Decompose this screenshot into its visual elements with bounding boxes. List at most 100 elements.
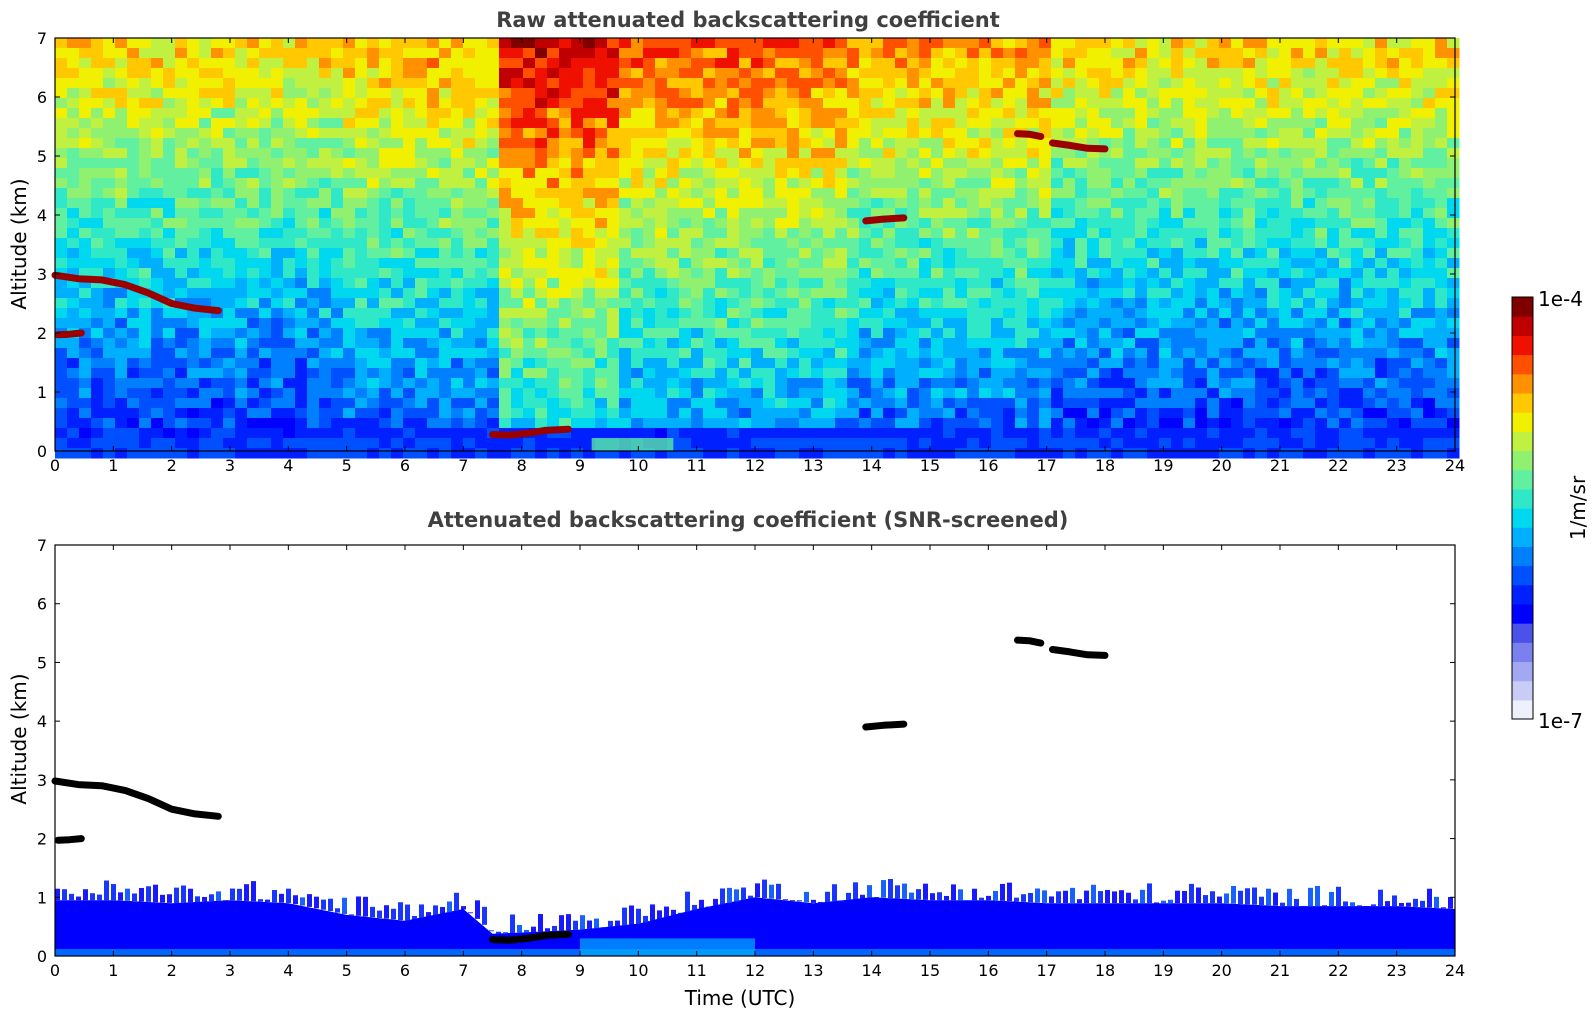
backscatter-cell xyxy=(763,48,776,59)
backscatter-cell xyxy=(391,68,404,79)
backscatter-cell xyxy=(1351,268,1364,279)
backscatter-cell xyxy=(1027,388,1040,399)
backscatter-cell xyxy=(583,158,596,169)
backscatter-cell xyxy=(1099,308,1112,319)
backscatter-cell xyxy=(1063,408,1076,419)
backscatter-cell xyxy=(811,278,824,289)
backscatter-cell xyxy=(319,218,332,229)
backscatter-cell xyxy=(79,368,92,379)
backscatter-cell xyxy=(1123,358,1136,369)
backscatter-cell xyxy=(1279,228,1292,239)
backscatter-cell xyxy=(451,338,464,349)
backscatter-cell xyxy=(331,298,344,309)
backscatter-cell xyxy=(1207,118,1220,129)
backscatter-cell xyxy=(811,248,824,259)
backscatter-cell xyxy=(487,298,500,309)
backscatter-cell xyxy=(703,388,716,399)
backscatter-cell xyxy=(175,288,188,299)
backscatter-cell xyxy=(559,78,572,89)
backscatter-cell xyxy=(1051,338,1064,349)
backscatter-cell xyxy=(187,278,200,289)
backscatter-cell xyxy=(115,368,128,379)
backscatter-cell xyxy=(355,198,368,209)
backscatter-cell xyxy=(1231,68,1244,79)
backscatter-cell xyxy=(535,138,548,149)
backscatter-cell xyxy=(1399,188,1412,199)
backscatter-cell xyxy=(991,328,1004,339)
backscatter-cell xyxy=(1075,368,1088,379)
backscatter-cell xyxy=(919,418,932,429)
backscatter-cell xyxy=(1051,118,1064,129)
backscatter-cell xyxy=(655,168,668,179)
backscatter-cell xyxy=(871,318,884,329)
backscatter-cell xyxy=(1435,388,1448,399)
backscatter-cell xyxy=(559,198,572,209)
backscatter-cell xyxy=(91,248,104,259)
backscatter-cell xyxy=(667,118,680,129)
backscatter-cell xyxy=(1231,138,1244,149)
backscatter-cell xyxy=(1003,268,1016,279)
backscatter-cell xyxy=(1123,438,1136,449)
backscatter-cell xyxy=(1063,88,1076,99)
backscatter-cell xyxy=(235,408,248,419)
backscatter-cell xyxy=(907,428,920,439)
backscatter-cell xyxy=(427,248,440,259)
backscatter-cell xyxy=(1243,198,1256,209)
x-tick-label: 1 xyxy=(108,456,118,475)
backscatter-cell xyxy=(115,398,128,409)
backscatter-cell xyxy=(859,208,872,219)
backscatter-cell xyxy=(583,348,596,359)
backscatter-cell xyxy=(1135,38,1148,49)
backscatter-cell xyxy=(1351,128,1364,139)
backscatter-cell xyxy=(271,318,284,329)
backscatter-cell xyxy=(535,348,548,359)
backscatter-cell xyxy=(211,238,224,249)
backscatter-cell xyxy=(787,168,800,179)
backscatter-cell xyxy=(715,198,728,209)
backscatter-cell xyxy=(463,328,476,339)
backscatter-cell xyxy=(415,158,428,169)
backscatter-cell xyxy=(1351,398,1364,409)
backscatter-cell xyxy=(895,108,908,119)
backscatter-cell xyxy=(1363,118,1376,129)
backscatter-cell xyxy=(559,118,572,129)
backscatter-cell xyxy=(1243,308,1256,319)
backscatter-cell xyxy=(535,68,548,79)
backscatter-cell xyxy=(247,428,260,439)
backscatter-cell xyxy=(1063,68,1076,79)
backscatter-cell xyxy=(1087,388,1100,399)
backscatter-cell xyxy=(271,118,284,129)
backscatter-cell xyxy=(547,218,560,229)
backscatter-cell xyxy=(1111,48,1124,59)
backscatter-cell xyxy=(1147,188,1160,199)
backscatter-cell xyxy=(1435,328,1448,339)
backscatter-cell xyxy=(571,158,584,169)
backscatter-cell xyxy=(631,338,644,349)
backscatter-cell xyxy=(883,228,896,239)
backscatter-cell xyxy=(919,328,932,339)
backscatter-cell xyxy=(811,58,824,69)
backscatter-cell xyxy=(55,258,68,269)
backscatter-cell xyxy=(559,338,572,349)
backscatter-cell xyxy=(679,208,692,219)
backscatter-cell xyxy=(679,238,692,249)
backscatter-cell xyxy=(199,58,212,69)
backscatter-cell xyxy=(667,388,680,399)
backscatter-cell xyxy=(1171,258,1184,269)
backscatter-cell xyxy=(871,238,884,249)
backscatter-cell xyxy=(571,428,584,439)
backscatter-cell xyxy=(223,128,236,139)
backscatter-cell xyxy=(1231,318,1244,329)
backscatter-cell xyxy=(751,228,764,239)
backscatter-cell xyxy=(1327,148,1340,159)
backscatter-cell xyxy=(607,108,620,119)
backscatter-cell xyxy=(1123,368,1136,379)
backscatter-cell xyxy=(919,148,932,159)
backscatter-cell xyxy=(1231,208,1244,219)
backscatter-cell xyxy=(331,208,344,219)
backscatter-cell xyxy=(91,98,104,109)
backscatter-cell xyxy=(967,218,980,229)
backscatter-cell xyxy=(763,208,776,219)
backscatter-cell xyxy=(1423,238,1436,249)
backscatter-cell xyxy=(235,108,248,119)
